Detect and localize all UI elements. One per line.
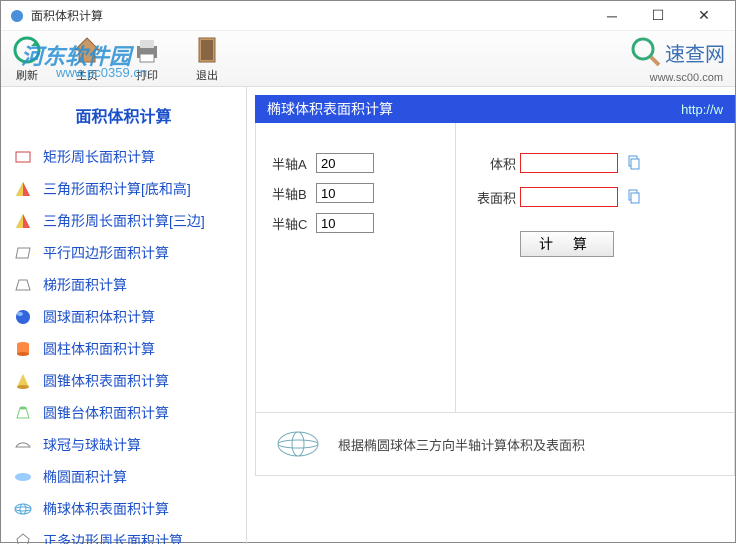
sidebar-item-label: 圆锥体积表面积计算 <box>43 371 169 391</box>
refresh-label: 刷新 <box>16 67 38 83</box>
field-c: 半轴C <box>272 213 439 233</box>
rect-icon <box>13 147 33 167</box>
sidebar-item-label: 三角形周长面积计算[三边] <box>43 211 205 231</box>
axis-a-label: 半轴A <box>272 154 316 173</box>
sidebar-item-3[interactable]: 平行四边形面积计算 <box>1 237 246 269</box>
print-button[interactable]: 打印 <box>131 34 163 83</box>
panel-body: 半轴A 半轴B 半轴C 体积 表面积 <box>255 123 735 413</box>
sidebar: 面积体积计算 矩形周长面积计算三角形面积计算[底和高] 三角形周长面积计算[三边]… <box>1 87 247 544</box>
close-button[interactable]: ✕ <box>681 1 727 31</box>
copy-icon[interactable] <box>626 189 642 205</box>
home-label: 主页 <box>76 67 98 83</box>
sidebar-title: 面积体积计算 <box>1 93 246 141</box>
sidebar-item-label: 球冠与球缺计算 <box>43 435 141 455</box>
sidebar-item-11[interactable]: 椭球体积表面积计算 <box>1 493 246 525</box>
cone-icon <box>13 371 33 391</box>
refresh-button[interactable]: 刷新 <box>11 34 43 83</box>
axis-c-label: 半轴C <box>272 214 316 233</box>
sidebar-item-label: 椭球体积表面积计算 <box>43 499 169 519</box>
app-icon <box>9 8 25 24</box>
main-panel: 椭球体积表面积计算 http://w 半轴A 半轴B 半轴C <box>247 87 735 544</box>
field-a: 半轴A <box>272 153 439 173</box>
description-panel: 根据椭圆球体三方向半轴计算体积及表面积 <box>255 413 735 476</box>
maximize-button[interactable]: ☐ <box>635 1 681 31</box>
sidebar-item-label: 矩形周长面积计算 <box>43 147 155 167</box>
window-title: 面积体积计算 <box>31 7 589 24</box>
cylinder-icon <box>13 339 33 359</box>
cap-icon <box>13 435 33 455</box>
panel-header: 椭球体积表面积计算 http://w <box>255 95 735 123</box>
sidebar-item-label: 圆柱体积面积计算 <box>43 339 155 359</box>
sidebar-item-1[interactable]: 三角形面积计算[底和高] <box>1 173 246 205</box>
sidebar-item-label: 平行四边形面积计算 <box>43 243 169 263</box>
input-section: 半轴A 半轴B 半轴C <box>256 123 456 412</box>
axis-c-input[interactable] <box>316 213 374 233</box>
calculate-button[interactable]: 计 算 <box>520 231 614 257</box>
sidebar-item-label: 正多边形周长面积计算 <box>43 531 183 544</box>
home-icon <box>71 34 103 66</box>
sidebar-item-10[interactable]: 椭圆面积计算 <box>1 461 246 493</box>
brand: 速查网 <box>629 35 725 69</box>
result-section: 体积 表面积 计 算 <box>456 123 734 412</box>
field-b: 半轴B <box>272 183 439 203</box>
refresh-icon <box>11 34 43 66</box>
copy-icon[interactable] <box>626 155 642 171</box>
sidebar-item-8[interactable]: 圆锥台体积面积计算 <box>1 397 246 429</box>
brand-text: 速查网 <box>665 38 725 67</box>
panel-title: 椭球体积表面积计算 <box>267 99 393 119</box>
volume-output <box>520 153 618 173</box>
minimize-button[interactable]: ─ <box>589 1 635 31</box>
tri-color-icon <box>13 179 33 199</box>
para-icon <box>13 243 33 263</box>
sidebar-item-0[interactable]: 矩形周长面积计算 <box>1 141 246 173</box>
sphere-icon <box>13 307 33 327</box>
sidebar-item-label: 三角形面积计算[底和高] <box>43 179 191 199</box>
ellipsoid-icon <box>276 429 320 459</box>
tri-color-icon <box>13 211 33 231</box>
toolbar: 河东软件园 www.pc0359.cn 刷新 主页 打印 退出 速查网 www.… <box>1 31 735 87</box>
sidebar-item-2[interactable]: 三角形周长面积计算[三边] <box>1 205 246 237</box>
description-text: 根据椭圆球体三方向半轴计算体积及表面积 <box>338 435 585 454</box>
volume-label: 体积 <box>472 154 516 173</box>
sidebar-item-label: 椭圆面积计算 <box>43 467 127 487</box>
content: 面积体积计算 矩形周长面积计算三角形面积计算[底和高] 三角形周长面积计算[三边]… <box>1 87 735 544</box>
exit-icon <box>191 34 223 66</box>
trap-icon <box>13 275 33 295</box>
ellipsoid-icon <box>13 499 33 519</box>
axis-b-label: 半轴B <box>272 184 316 203</box>
panel-link: http://w <box>681 102 723 117</box>
axis-b-input[interactable] <box>316 183 374 203</box>
volume-row: 体积 <box>472 153 718 173</box>
print-label: 打印 <box>136 67 158 83</box>
area-row: 表面积 <box>472 187 718 207</box>
frustum-icon <box>13 403 33 423</box>
titlebar: 面积体积计算 ─ ☐ ✕ <box>1 1 735 31</box>
sidebar-item-6[interactable]: 圆柱体积面积计算 <box>1 333 246 365</box>
sidebar-item-7[interactable]: 圆锥体积表面积计算 <box>1 365 246 397</box>
polygon-icon <box>13 531 33 544</box>
sidebar-item-label: 梯形面积计算 <box>43 275 127 295</box>
print-icon <box>131 34 163 66</box>
search-icon <box>629 35 663 69</box>
area-label: 表面积 <box>472 188 516 207</box>
area-output <box>520 187 618 207</box>
home-button[interactable]: 主页 <box>71 34 103 83</box>
axis-a-input[interactable] <box>316 153 374 173</box>
sidebar-item-12[interactable]: 正多边形周长面积计算 <box>1 525 246 544</box>
sidebar-item-5[interactable]: 圆球面积体积计算 <box>1 301 246 333</box>
sidebar-item-label: 圆锥台体积面积计算 <box>43 403 169 423</box>
brand-url: www.sc00.com <box>650 72 723 84</box>
exit-label: 退出 <box>196 67 218 83</box>
sidebar-item-4[interactable]: 梯形面积计算 <box>1 269 246 301</box>
sidebar-item-label: 圆球面积体积计算 <box>43 307 155 327</box>
exit-button[interactable]: 退出 <box>191 34 223 83</box>
sidebar-item-9[interactable]: 球冠与球缺计算 <box>1 429 246 461</box>
window-controls: ─ ☐ ✕ <box>589 1 727 31</box>
ellipse-flat-icon <box>13 467 33 487</box>
